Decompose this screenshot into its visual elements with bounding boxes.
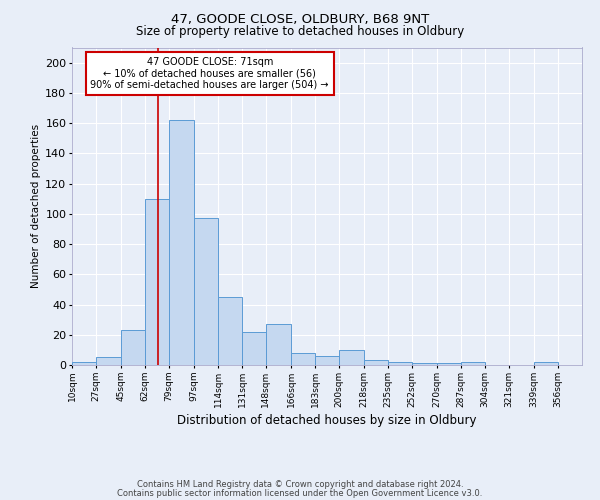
Bar xyxy=(121,330,145,365)
Bar xyxy=(96,358,121,365)
Bar xyxy=(534,362,558,365)
Bar xyxy=(437,364,461,365)
Bar xyxy=(388,362,412,365)
Bar xyxy=(461,362,485,365)
Bar xyxy=(412,364,437,365)
Bar xyxy=(242,332,266,365)
Bar xyxy=(194,218,218,365)
Text: Contains HM Land Registry data © Crown copyright and database right 2024.: Contains HM Land Registry data © Crown c… xyxy=(137,480,463,489)
Bar xyxy=(72,362,96,365)
Bar xyxy=(364,360,388,365)
X-axis label: Distribution of detached houses by size in Oldbury: Distribution of detached houses by size … xyxy=(177,414,477,427)
Text: Contains public sector information licensed under the Open Government Licence v3: Contains public sector information licen… xyxy=(118,488,482,498)
Bar xyxy=(291,353,315,365)
Text: 47 GOODE CLOSE: 71sqm
← 10% of detached houses are smaller (56)
90% of semi-deta: 47 GOODE CLOSE: 71sqm ← 10% of detached … xyxy=(91,57,329,90)
Y-axis label: Number of detached properties: Number of detached properties xyxy=(31,124,41,288)
Bar xyxy=(169,120,194,365)
Bar xyxy=(145,198,169,365)
Text: Size of property relative to detached houses in Oldbury: Size of property relative to detached ho… xyxy=(136,25,464,38)
Bar xyxy=(218,297,242,365)
Bar xyxy=(339,350,364,365)
Bar xyxy=(266,324,291,365)
Bar xyxy=(315,356,339,365)
Text: 47, GOODE CLOSE, OLDBURY, B68 9NT: 47, GOODE CLOSE, OLDBURY, B68 9NT xyxy=(171,12,429,26)
